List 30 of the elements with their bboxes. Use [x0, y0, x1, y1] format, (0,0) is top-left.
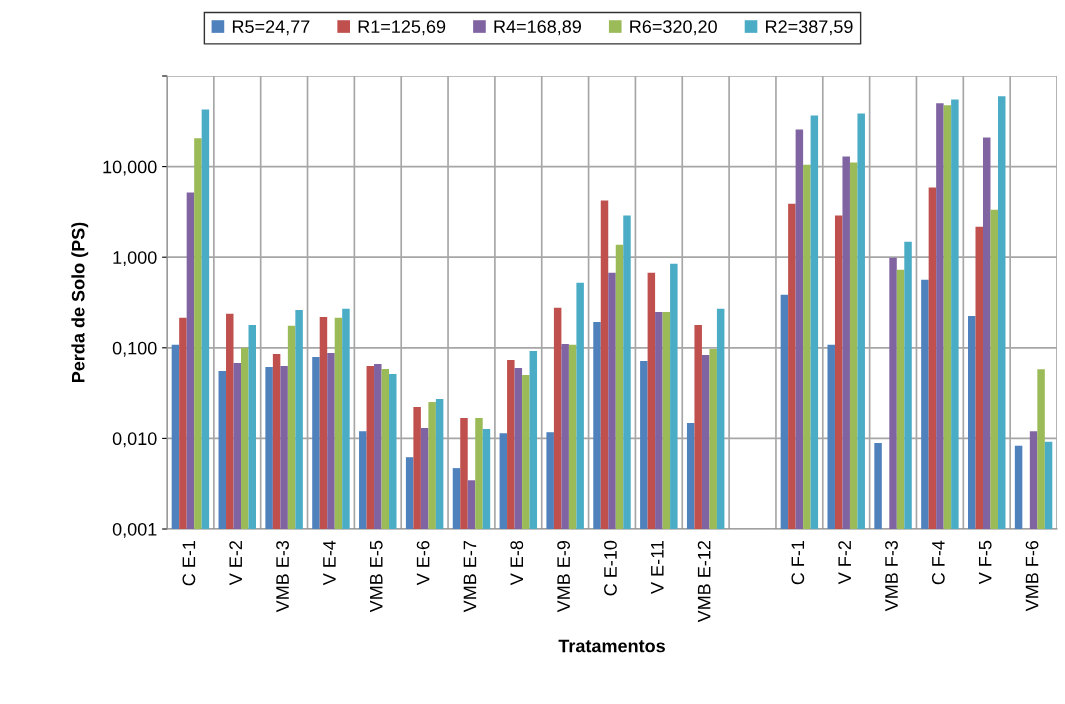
x-tick-label: C F-4	[931, 540, 945, 585]
x-tick-label: VMB F-3	[885, 540, 898, 612]
x-tick-label: VMB E-12	[697, 541, 711, 623]
x-tick-label: VMB E-5	[370, 540, 383, 613]
x-tick-label: VMB E-3	[276, 540, 289, 613]
x-tick-label: V F-5	[978, 540, 992, 585]
x-tick-label: C F-1	[791, 540, 805, 585]
x-tick-label: V E-8	[510, 540, 524, 586]
legend-label: R4=168,89	[494, 20, 581, 36]
x-tick-label: VMB E-7	[463, 541, 477, 613]
x-axis-title: Tratamentos	[558, 639, 665, 653]
x-tick-label: C E-10	[604, 540, 617, 596]
x-tick-label: V E-4	[323, 540, 336, 586]
y-tick-label: 1,000	[113, 251, 157, 267]
legend-label: R5=24,77	[232, 20, 310, 36]
x-tick-label: V E-6	[416, 540, 430, 586]
x-tick-label: VMB E-9	[557, 540, 570, 613]
x-tick-label: V E-2	[229, 541, 242, 586]
legend-label: R1=125,69	[358, 20, 446, 36]
x-tick-label: V F-2	[838, 541, 851, 585]
x-tick-label: C E-1	[182, 540, 196, 586]
y-tick-label: 0,001	[112, 522, 157, 538]
y-tick-label: 0,010	[112, 432, 157, 448]
y-axis-title: Perda de Solo (PS)	[71, 222, 89, 383]
x-tick-label: VMB F-6	[1025, 540, 1039, 612]
legend-label: R6=320,20	[630, 20, 717, 36]
y-tick-label: 10,000	[103, 160, 157, 176]
legend-label: R2=387,59	[766, 20, 853, 36]
x-tick-label: V E-11	[651, 540, 664, 594]
y-tick-label: 0,100	[112, 341, 157, 357]
